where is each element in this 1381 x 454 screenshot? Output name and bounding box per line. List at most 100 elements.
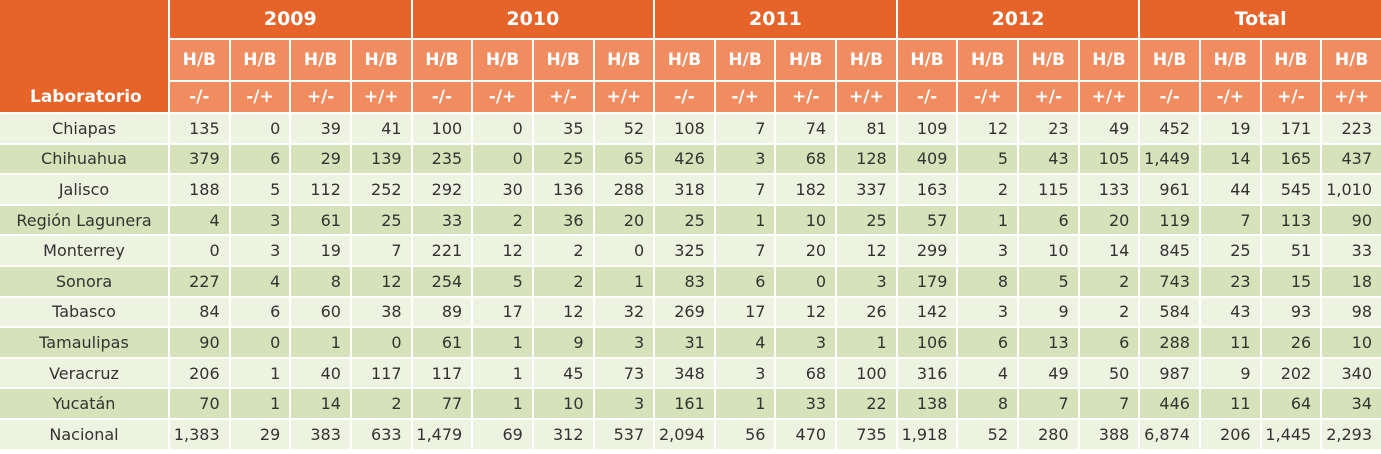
value-cell: 288 [592,173,654,204]
value-cell: 38 [349,295,411,327]
value-cell: 19 [1198,112,1260,143]
value-cell: 0 [168,234,229,265]
value-cell: 73 [592,356,654,388]
value-cell: 437 [1320,142,1381,174]
row-label: Monterrey [0,234,168,265]
hb-header: H/B [592,40,654,82]
value-cell: 41 [349,112,411,143]
value-cell: 56 [713,417,775,449]
value-cell: 633 [349,417,411,449]
value-cell: 69 [471,417,532,449]
value-cell: 9 [531,326,593,357]
value-cell: 13 [1017,326,1078,357]
value-cell: 115 [1017,173,1078,204]
value-cell: 6 [956,326,1018,357]
sign-header: -/+ [956,82,1018,112]
value-cell: 1 [713,387,775,418]
value-cell: 68 [774,142,836,174]
hb-header: H/B [531,40,593,82]
hb-header: H/B [410,40,472,82]
value-cell: 25 [531,142,593,174]
value-cell: 12 [835,234,896,265]
value-cell: 409 [895,142,957,174]
value-cell: 2 [471,203,532,235]
table-row: Monterrey 0 3 19 7 221 12 2 0 325 7 20 12 299 3 10 14 845… [0,234,1381,265]
value-cell: 3 [713,142,775,174]
year-header-row: 2009 2010 2011 2012 Total [0,0,1381,82]
value-cell: 10 [531,387,593,418]
value-cell: 4 [168,203,229,235]
sign-header: +/+ [835,82,896,112]
value-cell: 65 [592,142,654,174]
value-cell: 2 [531,234,593,265]
value-cell: 1,010 [1320,173,1381,204]
value-cell: 43 [1198,295,1260,327]
hb-header: H/B [168,40,229,82]
value-cell: 379 [168,142,229,174]
value-cell: 9 [1017,295,1078,327]
value-cell: 2 [1077,295,1139,327]
hb-header: H/B [1259,40,1321,82]
hb-header: H/B [774,40,836,82]
table-row: Tamaulipas 90 0 1 0 61 1 9 3 31 4 3 1 106 6 13 6 288 11 26 1… [0,326,1381,357]
value-cell: 12 [956,112,1018,143]
value-cell: 0 [349,326,411,357]
value-cell: 135 [168,112,229,143]
value-cell: 1,383 [168,417,229,449]
value-cell: 7 [349,234,411,265]
value-cell: 22 [835,387,896,418]
value-cell: 280 [1017,417,1078,449]
value-cell: 90 [1320,203,1381,235]
value-cell: 51 [1259,234,1321,265]
value-cell: 188 [168,173,229,204]
value-cell: 6 [228,295,290,327]
value-cell: 117 [349,356,411,388]
value-cell: 470 [774,417,836,449]
value-cell: 117 [410,356,472,388]
hb-header: H/B [1077,40,1139,82]
value-cell: 5 [1017,264,1078,296]
value-cell: 288 [1138,326,1199,357]
hb-header: H/B [349,40,411,82]
table-row: Tabasco 84 6 60 38 89 17 12 32 269 17 12 26 142 3 9 2 584… [0,295,1381,327]
value-cell: 100 [835,356,896,388]
value-cell: 8 [956,264,1018,296]
value-cell: 179 [895,264,957,296]
sign-header: -/+ [471,82,532,112]
value-cell: 8 [956,387,1018,418]
value-cell: 7 [713,112,775,143]
value-cell: 163 [895,173,957,204]
value-cell: 299 [895,234,957,265]
row-label: Nacional [0,417,168,449]
value-cell: 383 [289,417,350,449]
value-cell: 182 [774,173,836,204]
sign-header: +/- [774,82,836,112]
value-cell: 36 [531,203,593,235]
value-cell: 235 [410,142,472,174]
value-cell: 2 [531,264,593,296]
value-cell: 165 [1259,142,1321,174]
value-cell: 3 [592,326,654,357]
value-cell: 105 [1077,142,1139,174]
value-cell: 348 [653,356,714,388]
value-cell: 5 [471,264,532,296]
value-cell: 60 [289,295,350,327]
value-cell: 84 [168,295,229,327]
value-cell: 20 [774,234,836,265]
value-cell: 17 [713,295,775,327]
value-cell: 0 [228,326,290,357]
value-cell: 17 [471,295,532,327]
value-cell: 254 [410,264,472,296]
value-cell: 139 [349,142,411,174]
value-cell: 5 [228,173,290,204]
hb-header: H/B [895,40,957,82]
hb-header: H/B [713,40,775,82]
value-cell: 68 [774,356,836,388]
value-cell: 4 [713,326,775,357]
value-cell: 113 [1259,203,1321,235]
value-cell: 206 [168,356,229,388]
value-cell: 3 [713,356,775,388]
sign-header: -/+ [1198,82,1260,112]
value-cell: 1 [228,387,290,418]
sign-header: +/- [1017,82,1078,112]
